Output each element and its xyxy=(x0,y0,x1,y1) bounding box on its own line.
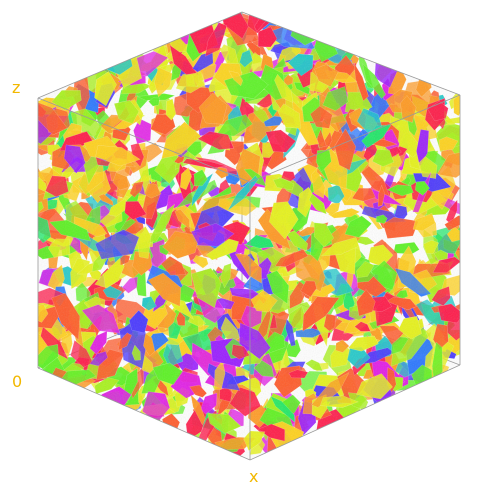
z-axis-label: z xyxy=(12,78,21,97)
origin-label: 0 xyxy=(12,372,23,391)
x-axis-label: x xyxy=(249,467,259,486)
cube-front-edges xyxy=(37,11,461,461)
